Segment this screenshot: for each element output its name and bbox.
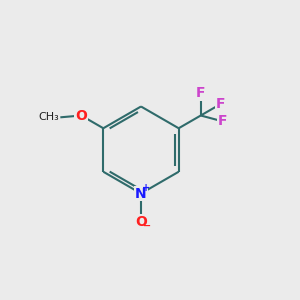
Text: +: + [142, 183, 150, 194]
Text: F: F [215, 97, 225, 111]
Text: −: − [142, 221, 151, 231]
Text: O: O [135, 215, 147, 229]
Text: O: O [75, 109, 87, 122]
Text: F: F [218, 114, 227, 128]
Text: F: F [196, 86, 206, 100]
Text: N: N [135, 187, 147, 200]
Text: CH₃: CH₃ [38, 112, 59, 122]
